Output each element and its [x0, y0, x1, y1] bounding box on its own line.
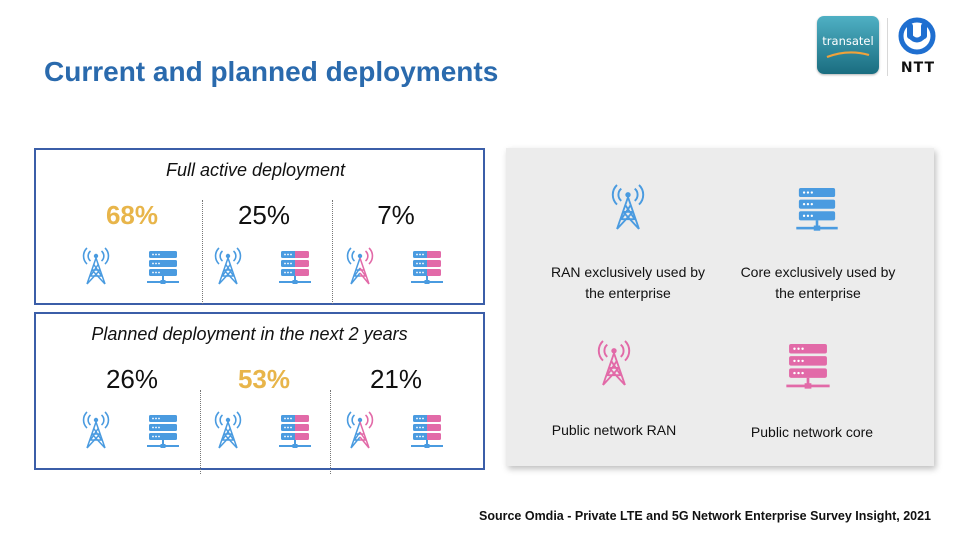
current-pct-3: 7%	[377, 200, 415, 230]
ntt-logo-icon	[898, 17, 936, 55]
column-divider	[330, 390, 331, 474]
server-icon	[146, 250, 180, 286]
legend-ran-enterprise-line1: RAN exclusively used by	[550, 264, 706, 280]
server-mixed-icon	[278, 250, 312, 286]
legend-core-public: Public network core	[750, 424, 874, 440]
logo-separator	[887, 18, 888, 76]
column-divider	[202, 200, 203, 304]
legend-core-enterprise: Core exclusively used by the enterprise	[718, 262, 918, 304]
tower-icon	[78, 410, 114, 450]
current-deployment-title: Full active deployment	[165, 160, 346, 180]
page-title: Current and planned deployments	[44, 56, 499, 87]
ntt-logo-text: NTT	[900, 60, 936, 76]
server-mixed-icon	[410, 250, 444, 286]
tower-mixed-icon	[342, 410, 378, 450]
planned-deployment-title: Planned deployment in the next 2 years	[91, 324, 408, 344]
planned-pct-2: 53%	[237, 364, 291, 394]
planned-deployment-panel: Planned deployment in the next 2 years 2…	[34, 312, 485, 470]
column-divider	[200, 390, 201, 474]
legend-ran-public: Public network RAN	[551, 422, 677, 438]
server-icon	[785, 342, 831, 392]
legend-ran-enterprise-line2: the enterprise	[585, 285, 671, 301]
transatel-logo: transatel	[817, 16, 879, 74]
column-divider	[332, 200, 333, 304]
planned-pct-3: 21%	[369, 364, 423, 394]
server-mixed-icon	[278, 414, 312, 450]
legend-panel: RAN exclusively used by the enterprise C…	[506, 148, 934, 466]
planned-col-2: 53%	[198, 358, 330, 458]
current-col-2: 25%	[198, 194, 330, 294]
tower-mixed-icon	[342, 246, 378, 286]
tower-icon	[78, 246, 114, 286]
planned-col-3: 21%	[330, 358, 462, 458]
current-col-1: 68%	[66, 194, 198, 294]
tower-icon	[210, 246, 246, 286]
legend-core-enterprise-line1: Core exclusively used by	[740, 264, 896, 280]
server-icon	[146, 414, 180, 450]
tower-icon	[606, 180, 650, 234]
current-deployment-panel: Full active deployment 68% 25% 7%	[34, 148, 485, 305]
current-pct-1: 68%	[105, 200, 159, 230]
source-citation: Source Omdia - Private LTE and 5G Networ…	[479, 509, 931, 523]
current-col-3: 7%	[330, 194, 462, 294]
planned-pct-1: 26%	[105, 364, 159, 394]
server-icon	[795, 186, 839, 234]
current-pct-2: 25%	[237, 200, 291, 230]
planned-col-1: 26%	[66, 358, 198, 458]
tower-icon	[210, 410, 246, 450]
legend-core-enterprise-line2: the enterprise	[775, 285, 861, 301]
transatel-logo-text: transatel	[822, 34, 874, 48]
server-mixed-icon	[410, 414, 444, 450]
tower-icon	[592, 336, 636, 390]
legend-ran-enterprise: RAN exclusively used by the enterprise	[528, 262, 728, 304]
